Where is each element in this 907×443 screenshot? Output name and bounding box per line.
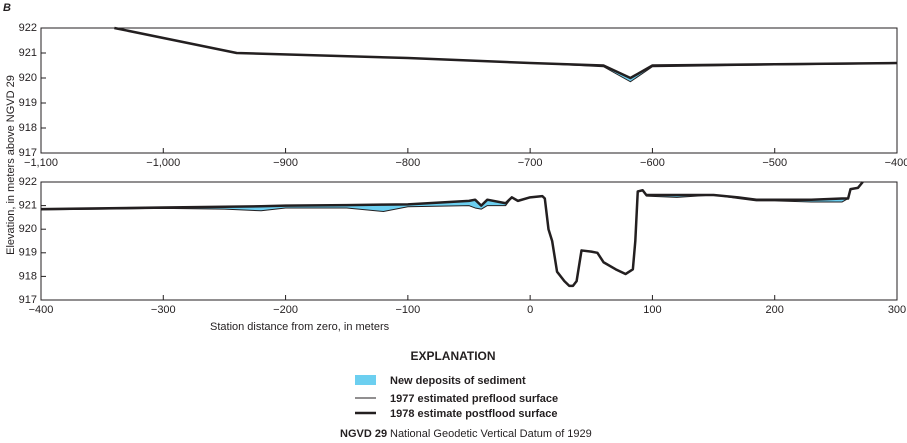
x-tick-label: −400 (29, 304, 54, 316)
y-axis-label: Elevation, in meters above NGVD 29 (5, 75, 17, 255)
panel-label: B (3, 2, 11, 14)
legend-swatch (355, 375, 376, 385)
y-tick-label: 919 (19, 97, 37, 109)
y-tick-label: 920 (19, 223, 37, 235)
y-tick-label: 922 (19, 176, 37, 188)
x-tick-label: −400 (885, 157, 907, 169)
x-tick-label: 0 (527, 304, 533, 316)
y-tick-label: 918 (19, 122, 37, 134)
x-tick-label: −900 (273, 157, 298, 169)
surface-line (40, 181, 864, 288)
sediment-fill (41, 182, 863, 286)
x-tick-label: 200 (766, 304, 784, 316)
plot-frame (40, 27, 898, 154)
x-tick-label: −700 (518, 157, 543, 169)
y-tick-label: 917 (19, 147, 37, 159)
x-tick-label: −1,000 (146, 157, 180, 169)
x-tick-label: −100 (395, 304, 420, 316)
note-abbr: NGVD 29 (340, 428, 387, 440)
y-tick-label: 919 (19, 247, 37, 259)
surface-line (114, 26, 898, 80)
y-tick-label: 921 (19, 47, 37, 59)
surface-line (114, 27, 898, 83)
y-tick-label: 917 (19, 294, 37, 306)
y-tick-label: 921 (19, 200, 37, 212)
sediment-fill (114, 28, 897, 82)
x-tick-label: −200 (273, 304, 298, 316)
note-text: National Geodetic Vertical Datum of 1929 (390, 428, 592, 440)
x-tick-label: 100 (643, 304, 661, 316)
x-tick-label: −300 (151, 304, 176, 316)
x-tick-label: −1,100 (24, 157, 58, 169)
legend-label: 1977 estimated preflood surface (390, 393, 558, 405)
plot-frame (40, 181, 898, 301)
legend-title: EXPLANATION (410, 349, 495, 363)
legend-label: 1978 estimate postflood surface (390, 408, 558, 420)
x-tick-label: −500 (762, 157, 787, 169)
legend-label: New deposits of sediment (390, 375, 526, 387)
x-axis-label: Station distance from zero, in meters (210, 321, 390, 333)
x-tick-label: −600 (640, 157, 665, 169)
x-tick-label: −800 (395, 157, 420, 169)
y-tick-label: 922 (19, 22, 37, 34)
y-tick-label: 920 (19, 72, 37, 84)
x-tick-label: 300 (888, 304, 906, 316)
y-tick-label: 918 (19, 270, 37, 282)
